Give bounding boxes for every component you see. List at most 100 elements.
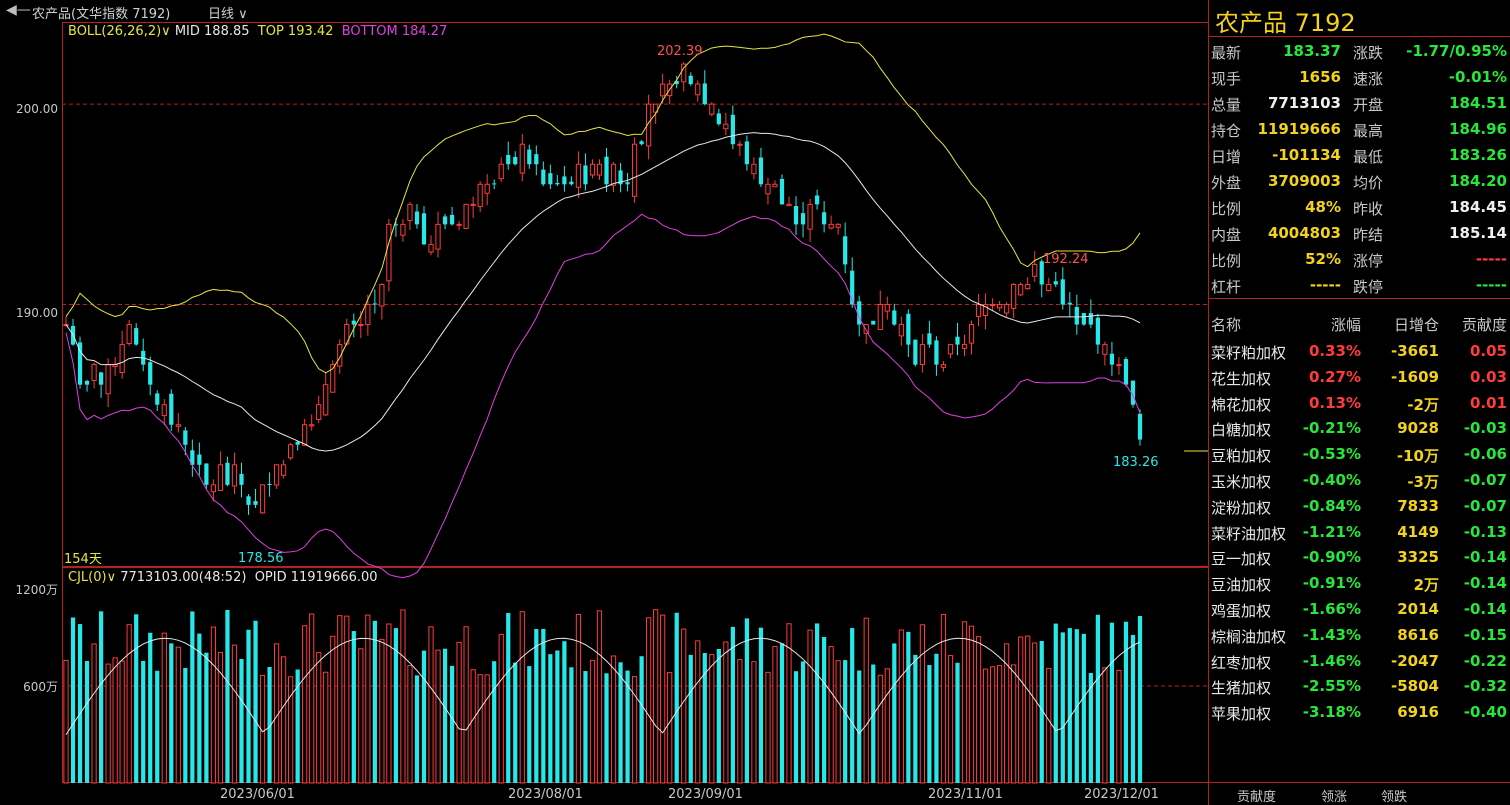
volume-bar	[610, 655, 617, 784]
quote-value: 184.45	[1449, 198, 1507, 216]
candle-body	[246, 496, 251, 505]
contrib-value: -0.40	[1463, 703, 1507, 722]
candle-body	[822, 212, 827, 225]
volume-bar	[231, 644, 238, 784]
contrib-oi: 4149	[1397, 522, 1439, 541]
contrib-value: -0.03	[1463, 419, 1507, 438]
contrib-oi: -2047	[1391, 651, 1439, 670]
candle-body	[323, 384, 329, 416]
volume-bar	[898, 629, 904, 784]
volume-label: CJL(0)	[68, 570, 107, 585]
volume-bar	[288, 676, 294, 784]
candle-body	[428, 243, 434, 253]
volume-bar	[421, 650, 427, 783]
boll-legend[interactable]: BOLL(26,26,2)∨ MID 188.85 TOP 193.42 BOT…	[68, 24, 447, 39]
contrib-row[interactable]: 花生加权 0.27% -1609 0.03	[1209, 364, 1510, 390]
contrib-row[interactable]: 棕榈油加权 -1.43% 8616 -0.15	[1209, 622, 1510, 648]
candle-body	[604, 156, 609, 185]
candle-body	[210, 484, 217, 493]
volume-bar	[681, 628, 687, 784]
contrib-name: 棕榈油加权	[1211, 627, 1287, 646]
candle-body	[1081, 313, 1086, 325]
tab-contribution[interactable]: 贡献度	[1237, 790, 1277, 805]
boll-top-value: TOP 193.42	[257, 24, 334, 39]
contrib-row[interactable]: 玉米加权 -0.40% -3万 -0.07	[1209, 467, 1510, 493]
candle-body	[134, 328, 139, 345]
price-chart-frame[interactable]	[62, 22, 1208, 567]
volume-bar	[596, 610, 603, 784]
contrib-row[interactable]: 苹果加权 -3.18% 6916 -0.40	[1209, 699, 1510, 725]
candle-body	[259, 484, 266, 514]
boll-top-line	[65, 33, 1141, 374]
candle-body	[1039, 261, 1044, 285]
volume-bar	[575, 613, 582, 784]
contrib-row[interactable]: 豆油加权 -0.91% 2万 -0.14	[1209, 570, 1510, 596]
back-arrow-icon[interactable]: ◀—	[6, 2, 31, 18]
contrib-row[interactable]: 生猪加权 -2.55% -5804 -0.32	[1209, 673, 1510, 699]
volume-bar	[583, 671, 588, 783]
boll-mid-value: MID 188.85	[174, 24, 250, 39]
volume-bar	[267, 667, 272, 783]
chart-title: 农产品(文华指数 7192)	[32, 7, 171, 22]
volume-bar	[625, 670, 630, 783]
candle-body	[975, 304, 982, 317]
volume-bar	[477, 674, 483, 784]
contrib-row[interactable]: 棉花加权 0.13% -2万 0.01	[1209, 390, 1510, 416]
volume-bar	[197, 633, 202, 783]
volume-bar	[498, 633, 504, 784]
contrib-value: -0.14	[1463, 574, 1507, 593]
price-tick-190: 190.00	[16, 306, 58, 320]
quote-value: 185.14	[1449, 224, 1507, 242]
contrib-row[interactable]: 淀粉加权 -0.84% 7833 -0.07	[1209, 493, 1510, 519]
contrib-row[interactable]: 鸡蛋加权 -1.66% 2014 -0.14	[1209, 596, 1510, 622]
volume-bar	[365, 614, 371, 784]
volume-bar	[1109, 622, 1115, 783]
tab-leading-down[interactable]: 领跌	[1381, 790, 1408, 805]
volume-bar	[1088, 672, 1093, 783]
period-selector[interactable]: 日线 ∨	[208, 3, 248, 22]
candle-body	[968, 324, 975, 344]
candle-body	[231, 464, 238, 487]
panel-title: 农产品 7192	[1215, 9, 1356, 37]
volume-bar	[835, 660, 841, 784]
candle-body	[442, 216, 448, 225]
contrib-oi: 2万	[1413, 576, 1439, 595]
candle-body	[863, 324, 869, 334]
chevron-down-icon: ∨	[106, 570, 121, 585]
contrib-value: 0.01	[1469, 393, 1507, 412]
x-tick-2023-08-01: 2023/08/01	[508, 787, 583, 802]
contrib-row[interactable]: 红枣加权 -1.46% -2047 -0.22	[1209, 648, 1510, 674]
volume-bar	[309, 613, 315, 784]
volume-bar	[1004, 643, 1010, 784]
contrib-row[interactable]: 菜籽粕加权 0.33% -3661 0.05	[1209, 338, 1510, 364]
contrib-row[interactable]: 菜籽油加权 -1.21% 4149 -0.13	[1209, 519, 1510, 545]
tab-leading-up[interactable]: 领涨	[1321, 790, 1348, 805]
volume-bar	[1018, 636, 1024, 784]
volume-bar	[857, 670, 862, 783]
contrib-row[interactable]: 白糖加权 -0.21% 9028 -0.03	[1209, 415, 1510, 441]
volume-bar	[1039, 640, 1044, 783]
candle-body	[217, 464, 224, 491]
contrib-row[interactable]: 豆粕加权 -0.53% -10万 -0.06	[1209, 441, 1510, 467]
contrib-row[interactable]: 豆一加权 -0.90% 3325 -0.14	[1209, 544, 1510, 570]
volume-bar	[126, 624, 132, 784]
candle-body	[456, 223, 462, 226]
candle-body	[1018, 283, 1024, 296]
volume-bar	[919, 624, 925, 784]
boll-bottom-value: BOTTOM 184.27	[341, 24, 448, 39]
quote-row: 比例 48% 昨收 184.45	[1209, 194, 1510, 220]
volume-bar	[653, 609, 659, 784]
contrib-oi: 6916	[1397, 703, 1439, 722]
candle-body	[169, 393, 174, 425]
contrib-change: 0.13%	[1308, 393, 1361, 412]
contrib-value: 0.03	[1469, 367, 1507, 386]
volume-legend[interactable]: CJL(0)∨ 7713103.00(48:52) OPID 11919666.…	[68, 570, 378, 585]
price-chart[interactable]	[0, 0, 1208, 805]
candle-body	[1116, 364, 1122, 367]
candle-body	[906, 313, 911, 345]
volume-bar	[1137, 615, 1143, 783]
volume-bar	[323, 671, 329, 784]
candle-body	[253, 501, 258, 505]
x-tick-2023-11-01: 2023/11/01	[928, 787, 1003, 802]
candle-body	[449, 214, 455, 225]
